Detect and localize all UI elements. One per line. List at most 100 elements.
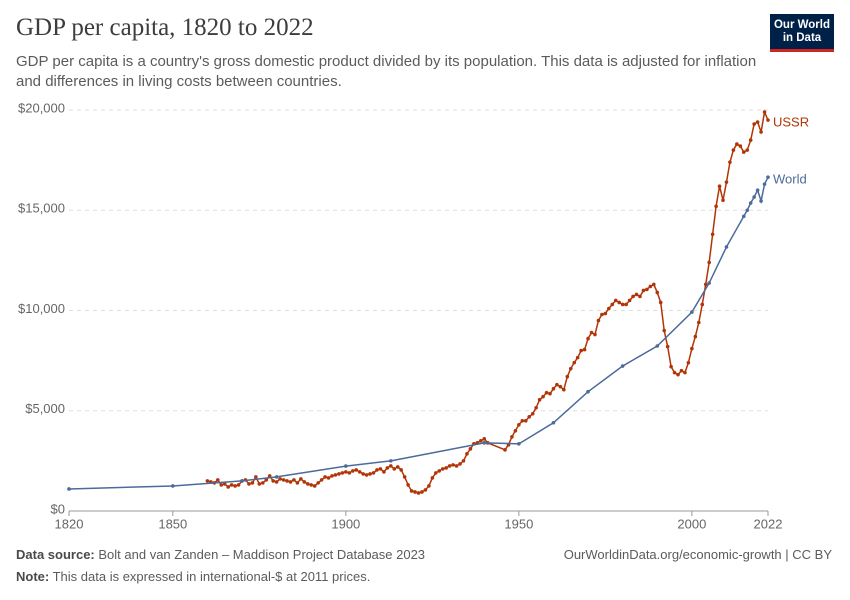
- x-tick-label: 1950: [504, 516, 533, 531]
- data-point: [672, 370, 677, 375]
- data-point: [517, 422, 521, 427]
- data-point: [219, 483, 224, 487]
- data-point: [607, 306, 611, 311]
- data-point: [416, 491, 421, 495]
- data-point: [641, 288, 646, 293]
- data-point: [229, 483, 234, 487]
- chart-title: GDP per capita, 1820 to 2022: [16, 14, 314, 41]
- data-point: [222, 482, 227, 486]
- y-tick-label: $20,000: [18, 100, 65, 115]
- data-point: [631, 294, 635, 299]
- source-label: Data source:: [16, 547, 95, 562]
- data-point: [589, 330, 594, 335]
- data-point: [430, 476, 435, 480]
- data-point: [544, 390, 549, 395]
- data-point: [226, 485, 230, 489]
- data-point: [347, 471, 352, 475]
- data-point: [610, 302, 615, 307]
- data-point: [440, 467, 445, 471]
- data-point: [745, 148, 750, 152]
- data-point: [683, 370, 687, 375]
- data-point: [399, 468, 403, 472]
- data-point: [240, 479, 244, 483]
- data-point: [724, 245, 729, 249]
- data-point: [624, 302, 628, 307]
- data-point: [537, 397, 542, 402]
- data-point: [717, 184, 722, 188]
- data-point: [752, 122, 756, 126]
- data-point: [233, 484, 237, 488]
- data-point: [451, 463, 455, 467]
- url[interactable]: OurWorldinData.org/economic-growth | CC …: [563, 547, 832, 562]
- data-point: [427, 484, 431, 488]
- data-point: [523, 418, 528, 423]
- data-point: [333, 473, 338, 477]
- data-point: [420, 490, 424, 494]
- data-point: [568, 366, 573, 371]
- data-point: [762, 182, 767, 186]
- data-point: [530, 411, 535, 416]
- data-point: [385, 466, 390, 470]
- data-point: [714, 204, 718, 209]
- data-point: [274, 475, 279, 479]
- data-point: [434, 471, 438, 475]
- data-point: [395, 465, 400, 469]
- data-point: [312, 484, 317, 488]
- x-tick-label: 2022: [754, 516, 783, 531]
- data-point: [759, 199, 763, 203]
- data-point: [389, 464, 393, 468]
- data-point: [406, 483, 410, 487]
- data-point: [745, 208, 750, 213]
- data-point: [67, 487, 71, 491]
- data-point: [741, 150, 746, 154]
- data-point: [596, 318, 601, 323]
- y-tick-label: $0: [51, 501, 65, 516]
- source-line: Data source: Bolt and van Zanden – Maddi…: [16, 547, 425, 562]
- data-point: [260, 481, 265, 485]
- note-label: Note:: [16, 569, 50, 584]
- data-point: [292, 478, 296, 482]
- data-point: [288, 480, 293, 484]
- data-point: [755, 188, 760, 192]
- data-point: [340, 471, 345, 475]
- data-point: [330, 474, 334, 478]
- data-point: [696, 320, 701, 325]
- data-point: [703, 282, 708, 287]
- data-point: [586, 336, 590, 341]
- data-point: [600, 312, 604, 317]
- data-point: [302, 480, 307, 484]
- series-line: [68, 176, 769, 490]
- data-point: [254, 475, 258, 479]
- data-point: [759, 130, 763, 134]
- logo[interactable]: Our World in Data: [770, 14, 834, 52]
- data-point: [389, 459, 393, 463]
- data-point: [555, 382, 559, 387]
- data-point: [721, 198, 725, 203]
- x-tick-label: 1900: [331, 516, 360, 531]
- data-point: [534, 405, 538, 410]
- data-point: [582, 347, 587, 352]
- data-point: [271, 479, 275, 483]
- data-point: [728, 160, 732, 164]
- data-point: [527, 414, 532, 419]
- data-point: [295, 481, 300, 485]
- x-tick-label: 1820: [55, 516, 84, 531]
- data-point: [344, 470, 348, 474]
- data-point: [662, 328, 666, 333]
- data-point: [707, 281, 711, 285]
- data-point: [361, 472, 365, 476]
- data-point: [655, 344, 660, 348]
- data-point: [413, 490, 417, 494]
- data-point: [731, 148, 736, 152]
- data-point: [375, 468, 379, 472]
- data-point: [503, 448, 507, 452]
- data-point: [752, 195, 756, 199]
- data-point: [350, 469, 355, 473]
- data-point: [617, 300, 622, 305]
- data-point: [478, 439, 483, 443]
- data-point: [700, 302, 705, 307]
- data-point: [264, 478, 269, 482]
- data-point: [648, 284, 653, 289]
- series-label: World: [773, 172, 807, 187]
